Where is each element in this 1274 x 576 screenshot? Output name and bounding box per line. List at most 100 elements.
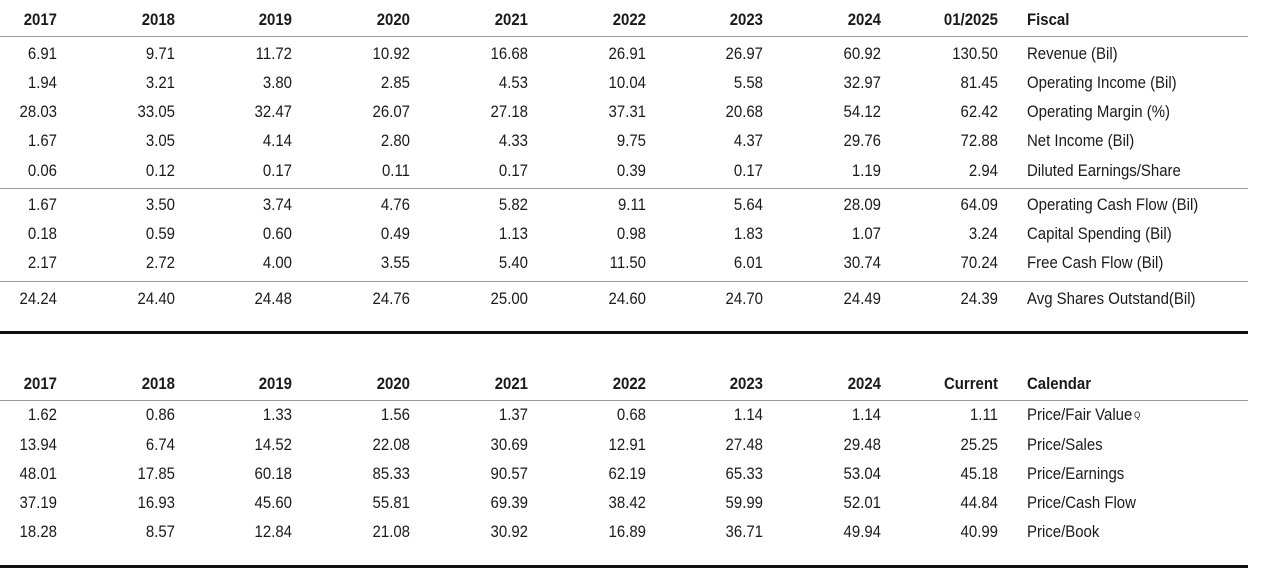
table-cell: 60.92 (843, 43, 881, 63)
table-row: 0.06 0.12 0.17 0.11 0.17 0.39 0.17 1.19 2.94 Dilu… (0, 156, 1274, 185)
table-row: 6.91 9.71 11.72 10.92 16.68 26.91 26.97 60.92 13… (0, 39, 1274, 68)
table-cell: 2.80 (380, 130, 410, 150)
table-cell: 4.76 (380, 194, 410, 214)
table-cell: 5.58 (733, 72, 763, 92)
table-cell: 3.55 (380, 252, 410, 272)
column-header: 2017 (23, 373, 57, 393)
table-cell: 90.57 (490, 463, 528, 483)
table-cell: 3.21 (145, 72, 175, 92)
fiscal-header-row: 2017 2018 2019 2020 2021 2022 2023 2024 01/2025 F… (0, 5, 1274, 34)
table-cell: 11.50 (609, 252, 646, 272)
table-cell: 0.06 (27, 160, 57, 180)
table-cell: 0.59 (145, 223, 175, 243)
table-cell: 3.80 (262, 72, 292, 92)
table-cell: 32.97 (843, 72, 881, 92)
table-cell: 5.82 (498, 194, 528, 214)
table-cell: 11.72 (255, 43, 292, 63)
table-cell: 1.19 (851, 160, 881, 180)
magnifier-q-icon[interactable]: Q (1134, 409, 1141, 420)
table-row: 2.17 2.72 4.00 3.55 5.40 11.50 6.01 30.74 70.24 F… (0, 248, 1274, 277)
table-cell: 24.76 (372, 288, 410, 308)
column-header: 2022 (612, 373, 646, 393)
table-row: 48.01 17.85 60.18 85.33 90.57 62.19 65.33 53.04… (0, 459, 1274, 488)
table-cell: 1.14 (851, 404, 881, 424)
table-cell: 26.97 (725, 43, 763, 63)
table-cell: 38.42 (608, 492, 646, 512)
table-cell: 22.08 (372, 434, 410, 454)
table-cell: 6.01 (733, 252, 763, 272)
row-label: Operating Income (Bil) (1027, 68, 1177, 97)
row-label: Avg Shares Outstand(Bil) (1027, 284, 1196, 313)
table-cell: 4.37 (733, 130, 763, 150)
column-header: 01/2025 (943, 9, 998, 29)
table-cell: 30.92 (490, 521, 528, 541)
row-label-text: Operating Cash Flow (Bil) (1027, 194, 1199, 214)
table-cell: 2.85 (380, 72, 410, 92)
table-cell: 48.01 (19, 463, 57, 483)
row-label-text: Price/Book (1027, 521, 1100, 541)
table-row: 1.94 3.21 3.80 2.85 4.53 10.04 5.58 32.97 81.45 O… (0, 68, 1274, 97)
row-label-text: Price/Sales (1027, 434, 1103, 454)
table-cell: 33.05 (137, 101, 175, 121)
table-cell: 1.67 (27, 194, 57, 214)
table-cell: 28.03 (19, 101, 57, 121)
table-cell: 2.94 (968, 160, 998, 180)
table-cell: 27.48 (725, 434, 763, 454)
table-cell: 52.01 (843, 492, 881, 512)
table-cell: 5.64 (733, 194, 763, 214)
table-cell: 53.04 (843, 463, 881, 483)
table-cell: 25.00 (490, 288, 528, 308)
row-label: Price/Book (1027, 517, 1099, 546)
row-label: Price/Cash Flow (1027, 488, 1136, 517)
table-cell: 0.60 (262, 223, 292, 243)
calendar-table: 2017 2018 2019 2020 2021 2022 2023 2024 Current C… (0, 360, 1274, 570)
table-cell: 6.91 (27, 43, 57, 63)
column-header: 2023 (729, 9, 763, 29)
table-cell: 72.88 (960, 130, 998, 150)
table-cell: 1.56 (380, 404, 410, 424)
table-cell: 25.25 (960, 434, 998, 454)
table-cell: 9.75 (616, 130, 646, 150)
column-header: 2017 (23, 9, 57, 29)
row-label: Price/Earnings (1027, 459, 1124, 488)
table-cell: 24.49 (843, 288, 881, 308)
table-cell: 26.07 (372, 101, 410, 121)
table-row: 13.94 6.74 14.52 22.08 30.69 12.91 27.48 29.48 2… (0, 430, 1274, 459)
row-label: Diluted Earnings/Share (1027, 156, 1181, 185)
column-header: 2019 (258, 9, 292, 29)
row-label-text: Price/Fair Value (1027, 404, 1133, 424)
row-label: Free Cash Flow (Bil) (1027, 248, 1163, 277)
table-cell: 1.07 (851, 223, 881, 243)
row-label-text: Net Income (Bil) (1027, 130, 1135, 150)
header-divider (0, 400, 1248, 401)
table-cell: 1.94 (27, 72, 57, 92)
table-cell: 29.48 (843, 434, 881, 454)
table-cell: 0.98 (616, 223, 646, 243)
table-cell: 10.04 (608, 72, 646, 92)
table-cell: 18.28 (19, 521, 57, 541)
table-cell: 1.11 (969, 404, 998, 424)
table-cell: 27.18 (490, 101, 528, 121)
table-cell: 4.33 (498, 130, 528, 150)
table-cell: 2.72 (145, 252, 175, 272)
table-cell: 130.50 (952, 43, 998, 63)
row-label: Net Income (Bil) (1027, 126, 1134, 155)
table-cell: 1.14 (733, 404, 763, 424)
group-divider (0, 281, 1248, 282)
column-header: 2019 (258, 373, 292, 393)
table-cell: 5.40 (498, 252, 528, 272)
table-row: 1.67 3.50 3.74 4.76 5.82 9.11 5.64 28.09 64.09 Op… (0, 190, 1274, 219)
table-cell: 0.68 (616, 404, 646, 424)
table-cell: 59.99 (725, 492, 763, 512)
table-cell: 0.18 (27, 223, 57, 243)
table-cell: 69.39 (490, 492, 528, 512)
row-label-text: Diluted Earnings/Share (1027, 160, 1181, 180)
table-cell: 60.18 (254, 463, 292, 483)
column-header: 2020 (376, 373, 410, 393)
table-cell: 85.33 (372, 463, 410, 483)
column-header: 2020 (376, 9, 410, 29)
column-header: 2018 (141, 9, 175, 29)
table-cell: 30.69 (490, 434, 528, 454)
table-row: 18.28 8.57 12.84 21.08 30.92 16.89 36.71 49.94 4… (0, 517, 1274, 546)
table-cell: 9.11 (617, 194, 646, 214)
